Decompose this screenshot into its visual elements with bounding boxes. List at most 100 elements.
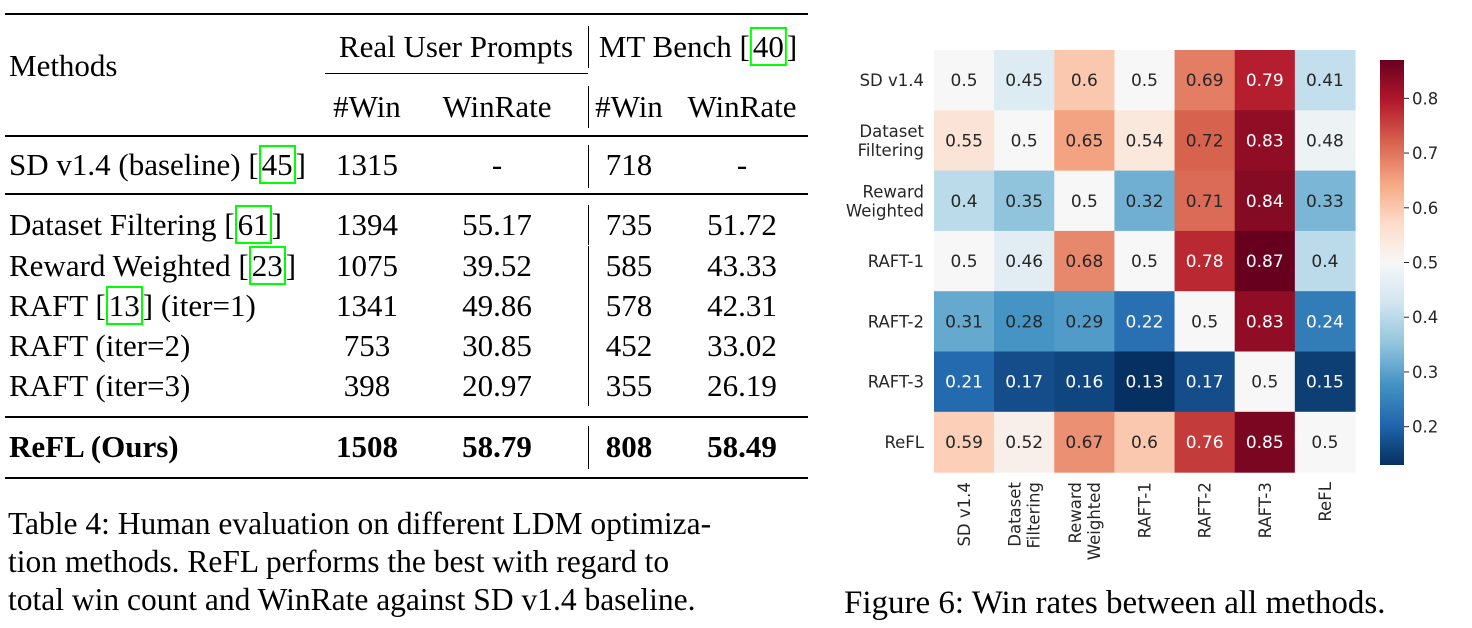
value-mt-rate: 26.19 <box>707 368 777 403</box>
heatmap-cell <box>994 291 1055 353</box>
method-text-suffix: ] <box>271 207 282 242</box>
cell-value-label: 0.32 <box>1126 192 1164 212</box>
ours-mt-rate: 58.49 <box>707 429 777 464</box>
heatmap-cell <box>1174 230 1236 292</box>
cell-value-label: 0.5 <box>1251 373 1278 393</box>
heatmap-cell <box>1054 110 1116 172</box>
cell-value-label: 0.6 <box>1071 71 1098 91</box>
header-mt-winrate: WinRate <box>687 89 797 124</box>
method-text: Dataset Filtering [ <box>9 207 235 242</box>
column-separator <box>588 145 589 188</box>
column-separator <box>588 426 589 469</box>
method-text: RAFT (iter=3) <box>9 368 191 403</box>
cell-value-label: 0.33 <box>1306 192 1344 212</box>
value-ru-rate: 20.97 <box>462 368 532 403</box>
cell-value-label: 0.83 <box>1246 131 1284 151</box>
row-label: Reward <box>863 182 924 201</box>
column-separator <box>588 26 589 68</box>
cell-value-label: 0.16 <box>1065 373 1103 393</box>
heatmap-cell <box>1174 170 1236 232</box>
heatmap-cell <box>1294 110 1356 172</box>
cell-value-label: 0.5 <box>951 71 978 91</box>
heatmap-cell <box>1054 351 1116 413</box>
cell-value-label: 0.69 <box>1186 71 1224 91</box>
value-mt-rate: 43.33 <box>707 248 777 283</box>
cell-value-label: 0.45 <box>1005 71 1043 91</box>
heatmap-cell <box>1114 291 1176 353</box>
method-text-suffix: ] (iter=1) <box>142 288 256 323</box>
cell-value-label: 0.24 <box>1306 312 1344 332</box>
baseline-mt-rate: - <box>736 147 748 182</box>
method-text: RAFT [ <box>9 288 106 323</box>
citation-link[interactable]: 40 <box>749 27 787 66</box>
cell-value-label: 0.22 <box>1126 312 1164 332</box>
row-label: RAFT-3 <box>868 373 924 392</box>
heatmap-cell <box>1234 230 1296 292</box>
value-mt-rate: 33.02 <box>707 328 777 363</box>
value-mt-win: 585 <box>605 248 653 283</box>
cell-value-label: 0.5 <box>951 252 978 272</box>
value-ru-rate: 55.17 <box>462 207 532 242</box>
cell-value-label: 0.65 <box>1065 131 1103 151</box>
cell-value-label: 0.85 <box>1246 433 1284 453</box>
citation-link[interactable]: 23 <box>248 246 286 285</box>
cell-value-label: 0.4 <box>1311 252 1338 272</box>
baseline-rule <box>5 193 808 195</box>
header-rule <box>5 135 808 137</box>
header-mt-bench-close: ] <box>786 29 798 64</box>
heatmap-cell <box>1234 411 1296 473</box>
citation-link[interactable]: 45 <box>258 145 296 184</box>
table-4: Methods Real User Prompts MT Bench [40] … <box>5 13 808 619</box>
cell-value-label: 0.68 <box>1065 252 1103 272</box>
method-name: Dataset Filtering [61] <box>9 205 282 244</box>
heatmap-cell <box>1294 170 1356 232</box>
cell-value-label: 0.28 <box>1005 312 1043 332</box>
heatmap-cell <box>1174 351 1236 413</box>
table-caption: Table 4: Human evaluation on different L… <box>8 505 808 619</box>
citation-link[interactable]: 13 <box>105 286 143 325</box>
row-label: RAFT-1 <box>868 252 924 271</box>
column-label: Weighted <box>1085 482 1104 560</box>
value-ru-win: 1075 <box>336 248 398 283</box>
baseline-mt-win: 718 <box>605 147 653 182</box>
colorbar-tick-label: 0.3 <box>1412 363 1438 382</box>
value-mt-win: 578 <box>605 288 653 323</box>
heatmap-cell <box>1174 291 1236 353</box>
heatmap-cell <box>1054 50 1116 111</box>
cell-value-label: 0.83 <box>1246 312 1284 332</box>
column-label: ReFL <box>1316 481 1335 521</box>
cell-value-label: 0.71 <box>1186 192 1224 212</box>
value-ru-win: 1341 <box>336 288 398 323</box>
header-ru-winrate: WinRate <box>442 89 552 124</box>
cell-value-label: 0.5 <box>1191 312 1218 332</box>
cell-value-label: 0.5 <box>1131 71 1158 91</box>
cell-value-label: 0.52 <box>1005 433 1043 453</box>
top-rule <box>5 13 808 15</box>
colorbar-tick-label: 0.4 <box>1412 308 1438 327</box>
citation-link[interactable]: 61 <box>234 205 272 244</box>
cell-value-label: 0.54 <box>1126 131 1164 151</box>
ours-mt-win: 808 <box>605 429 653 464</box>
cell-value-label: 0.13 <box>1126 373 1164 393</box>
figure-6: 0.5 0.45 0.6 0.5 0.69 0.79 0.41 0.55 0.5 0.65 0.54… <box>815 0 1472 628</box>
heatmap-cell <box>994 411 1055 473</box>
header-mt-bench: MT Bench [40] <box>599 27 798 66</box>
column-label: SD v1.4 <box>955 482 974 546</box>
row-label: Weighted <box>846 201 924 220</box>
heatmap-cell <box>1174 50 1236 111</box>
row-label: SD v1.4 <box>860 71 924 90</box>
ours-method: ReFL (Ours) <box>9 429 179 464</box>
column-separator <box>588 286 589 326</box>
column-separator <box>588 86 589 128</box>
cell-value-label: 0.21 <box>945 373 983 393</box>
method-text: Reward Weighted [ <box>9 248 249 283</box>
column-label: Filtering <box>1025 482 1044 548</box>
row-label: RAFT-2 <box>868 312 924 331</box>
cell-value-label: 0.76 <box>1186 433 1224 453</box>
ours-ru-win: 1508 <box>336 429 398 464</box>
heatmap-cell <box>1174 110 1236 172</box>
heatmap-cell <box>994 170 1055 232</box>
value-mt-win: 355 <box>605 368 653 403</box>
heatmap-cell <box>994 230 1055 292</box>
row-label: ReFL <box>884 433 924 452</box>
